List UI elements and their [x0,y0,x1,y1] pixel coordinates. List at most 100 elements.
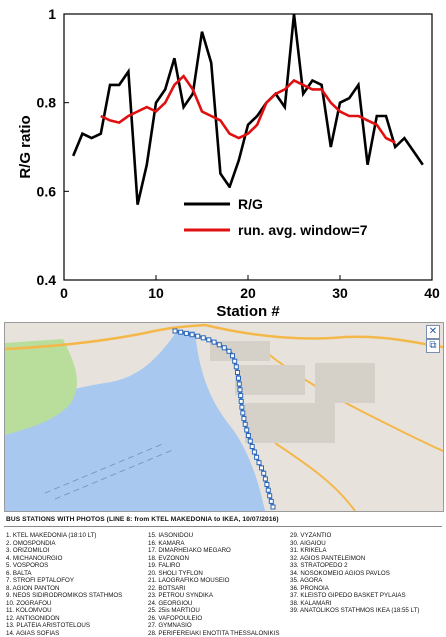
station-list-item: 16. KAMARA [148,539,185,547]
station-marker[interactable] [211,339,217,345]
station-marker[interactable] [262,476,268,482]
station-marker[interactable] [251,449,257,455]
station-list-item: 33. STRATOPEDO 2 [290,562,348,569]
map-sea [5,331,265,511]
station-list-item: 31. KRIKELA [290,547,327,554]
station-marker[interactable] [230,353,235,359]
station-list-item: 5. VOSPOROS [6,562,49,569]
x-tick-label: 0 [60,285,68,301]
station-list-item: 23. PETROU SYNDIKA [148,592,213,599]
station-marker[interactable] [254,454,260,460]
series-line-rg [71,13,424,205]
stations-column-2: 15. IASONIDOU 16. KAMARA 17. DIMARHEIAKO M… [148,532,279,637]
map-road-coast [5,323,206,351]
station-marker[interactable] [249,444,255,449]
station-list-item: 29. VYZANTIO [290,532,332,539]
station-marker[interactable] [268,498,274,504]
station-marker[interactable] [240,410,246,416]
station-list-item: 6. BALTA [6,569,32,577]
station-marker[interactable] [235,370,240,375]
stations-panel: BUS STATIONS WITH PHOTOS (LINE 8: from K… [4,512,442,637]
station-list-item: 1. KTEL MAKEDONIA (18:10 LT) [6,532,97,539]
station-marker[interactable] [236,381,242,387]
station-marker[interactable] [259,465,264,471]
station-marker[interactable] [267,493,273,499]
station-list-item: 27. GYMNASIO [148,622,192,629]
y-tick-label: 0.6 [37,183,57,199]
station-marker[interactable] [239,404,245,410]
y-tick-label: 0.8 [37,95,57,111]
close-icon[interactable]: ✕ [426,325,440,339]
station-list-item: 36. PRONOIA [290,584,329,592]
station-list-item: 37. KLEISTO GIPEDO BASKET PYLAIAS [290,592,406,599]
legend-box [180,188,418,248]
station-list-item: 13. PLATEIA ARISTOTELOUS [6,622,91,629]
station-marker[interactable] [226,348,232,354]
station-list-item: 34. NOSOKOMEIO AGIOS PAVLOS [290,569,390,577]
station-marker[interactable] [195,333,201,339]
station-list-item: 14. AGIAS SOFIAS [6,629,60,637]
x-tick-label: 20 [240,285,256,301]
map-road-south [274,442,356,511]
station-list-item: 39. ANATOLIKOS STATHMOS IKEA (18:55 LT) [290,607,420,614]
station-marker[interactable] [200,335,206,341]
station-marker[interactable] [241,416,247,422]
station-list-item: 12. ANTIGONIDON [6,614,60,622]
station-marker[interactable] [189,332,195,338]
station-marker[interactable] [256,460,262,466]
station-marker[interactable] [206,337,212,343]
station-list-item: 38. KALAMARI [290,599,332,607]
station-list-item: 20. SHOLI TYFLON [148,569,203,577]
chart-area: 0 10 20 30 40 0.4 0.6 0.8 1 Station # R/G ratio R/G… [17,6,440,320]
station-list-item: 10. ZOGRAFOU [6,599,52,607]
map-park [5,339,77,435]
station-marker[interactable] [244,427,250,433]
station-marker[interactable] [270,504,276,510]
station-list-item: 3. ORIZOMILOI [6,547,50,554]
legend-entry: run. avg. window=7 [238,222,368,238]
x-tick-label: 10 [148,285,164,301]
station-list-item: 25. 25is MARTIOU [148,607,200,614]
stations-column-1: 1. KTEL MAKEDONIA (18:10 LT) 2. OMOSPONDI… [6,532,122,637]
layers-icon[interactable]: ⧉ [426,339,440,353]
series-line-running-average [100,74,396,144]
station-marker[interactable] [236,375,241,381]
station-list-item: 4. MICHANOURGIO [6,554,63,562]
station-marker[interactable] [183,330,189,336]
map-road-ring [204,323,443,349]
station-marker[interactable] [216,342,222,348]
station-marker[interactable] [172,328,178,334]
x-axis-title: Station # [216,303,280,320]
ferry-lanes [44,442,176,500]
station-marker[interactable] [178,329,184,335]
station-marker[interactable] [237,387,243,393]
station-list-item: 19. FALIRO [148,562,181,569]
stations-title: BUS STATIONS WITH PHOTOS (LINE 8: from K… [6,516,279,523]
station-list-item: 28. PERIFEREIAKI ENOTITA THESSALONIKIS [148,629,280,637]
station-marker[interactable] [247,438,253,444]
station-list-item: 9. NEOS SIDIRODROMIKOS STATHMOS [6,592,123,599]
station-marker[interactable] [221,345,227,351]
station-list-item: 11. KOLOMVOU [6,607,52,614]
station-marker[interactable] [233,364,239,370]
station-list-item: 22. BOTSARI [148,584,186,592]
station-list-item: 18. EVZONON [148,554,189,562]
station-list-item: 2. OMOSPONDIA [6,539,56,547]
station-marker[interactable] [261,470,267,476]
stations-column-3: 29. VYZANTIO 30. AIGAIOU 31. KRIKELA 32. AG… [290,532,419,615]
station-list-item: 7. STROFI EPTALOFOY [6,577,74,584]
station-marker[interactable] [238,393,244,399]
map-canvas[interactable] [5,323,443,511]
station-marker[interactable] [265,487,271,493]
station-list-item: 17. DIMARHEIAKO MEGARO [148,547,231,554]
station-marker[interactable] [242,421,248,427]
route-map[interactable]: ✕ ⧉ [4,322,444,512]
station-marker[interactable] [245,433,251,438]
station-list-item: 30. AIGAIOU [290,539,326,547]
station-markers [172,328,276,510]
station-list-item: 15. IASONIDOU [148,532,194,539]
station-marker[interactable] [238,398,244,404]
y-axis-title: R/G ratio [17,115,34,178]
station-marker[interactable] [232,358,238,364]
station-marker[interactable] [264,482,270,487]
